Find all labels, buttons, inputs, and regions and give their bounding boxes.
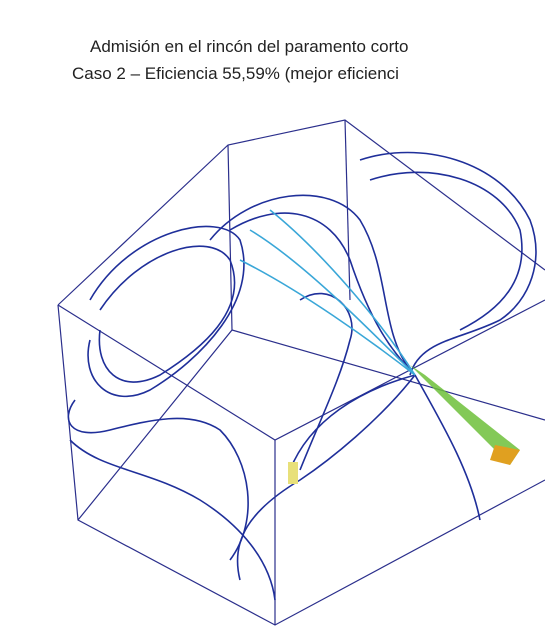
title-line-1: Admisión en el rincón del paramento cort…	[90, 37, 408, 56]
box-wireframe	[57, 119, 545, 626]
title-line-2: Caso 2 – Eficiencia 55,59% (mejor eficie…	[72, 64, 399, 83]
outlet	[288, 462, 298, 484]
inlet-jet	[288, 365, 520, 484]
streamlines	[67, 151, 537, 601]
